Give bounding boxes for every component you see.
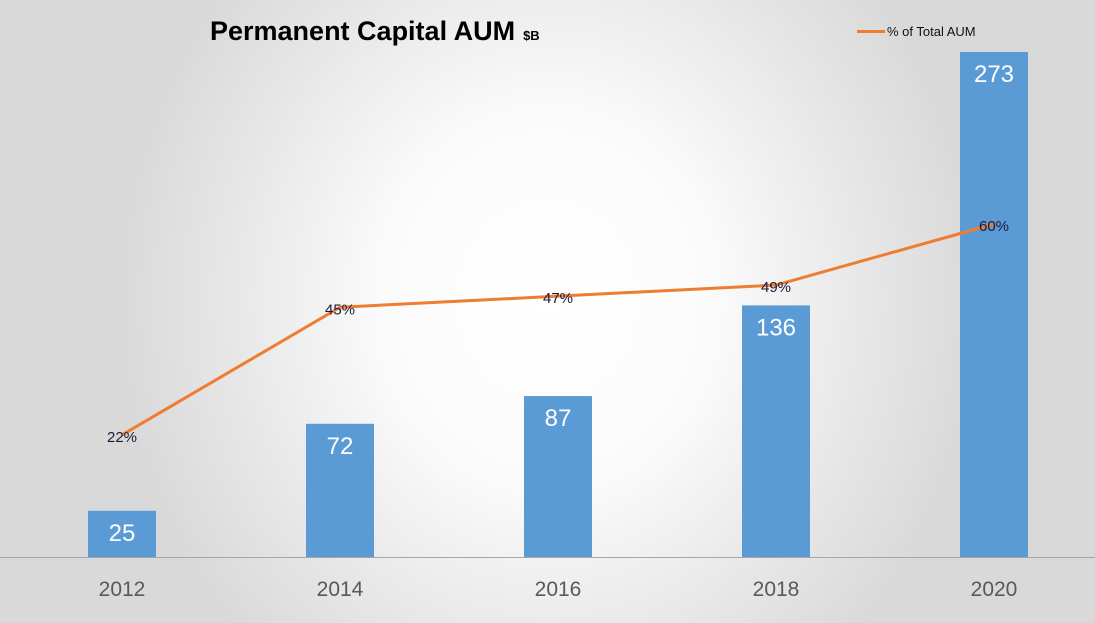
x-tick-label: 2014 [317,578,364,601]
x-tick-label: 2016 [535,578,582,601]
chart-title-text: Permanent Capital AUM [210,16,516,46]
legend-line-swatch [857,30,885,33]
bar-value-label: 25 [109,520,136,547]
legend-line-label: % of Total AUM [887,24,976,39]
bar-value-label: 273 [974,61,1014,88]
bar-value-label: 136 [756,314,796,341]
bar [524,396,592,557]
x-tick-label: 2020 [971,578,1018,601]
pct-data-label: 22% [107,429,137,446]
pct-data-label: 60% [979,218,1009,235]
x-tick-label: 2018 [753,578,800,601]
chart-title-unit: $B [523,28,540,43]
bar [88,510,156,557]
pct-data-label: 47% [543,290,573,307]
pct-line-series [121,222,995,437]
pct-data-label: 45% [325,301,355,318]
bar [960,51,1028,557]
chart-title: Permanent Capital AUM $B [210,16,540,47]
chart-legend: % of Total AUM [857,24,976,39]
x-tick-label: 2012 [99,578,146,601]
pct-data-label: 49% [761,279,791,296]
bar [306,423,374,557]
bar [742,305,810,557]
bar-value-label: 72 [327,433,354,460]
bar-value-label: 87 [545,405,572,432]
